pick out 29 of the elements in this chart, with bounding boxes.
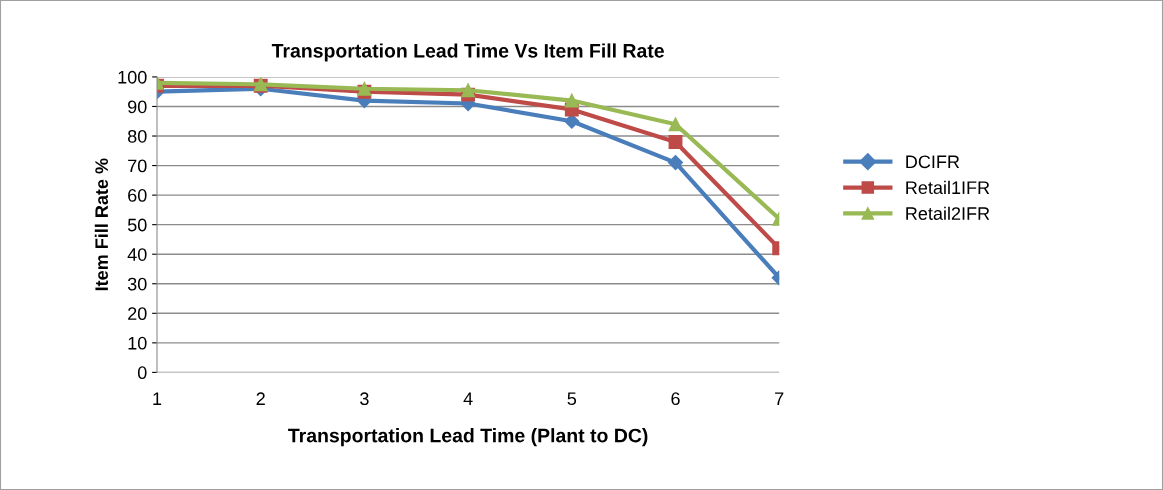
y-tick-label: 20 xyxy=(128,307,147,321)
x-tick-label: 6 xyxy=(671,392,680,406)
y-tick-label: 40 xyxy=(127,248,147,261)
x-tick-label: 4 xyxy=(463,392,473,405)
x-tick-label: 7 xyxy=(775,392,784,405)
chart-title: Transportation Lead Time Vs Item Fill Rate xyxy=(271,43,664,62)
y-tick-label: 70 xyxy=(128,159,147,173)
y-tick-label: 0 xyxy=(137,366,147,380)
y-tick-label: 100 xyxy=(118,70,147,84)
x-tick-label: 2 xyxy=(256,392,265,405)
x-tick-label: 5 xyxy=(567,392,577,406)
legend-label: Retail1IFR xyxy=(906,180,990,195)
point xyxy=(667,155,684,171)
y-tick-label: 90 xyxy=(128,100,147,114)
x-tick-label: 1 xyxy=(153,392,162,405)
legend-label: Retail2IFR xyxy=(906,206,990,220)
y-tick-label: 10 xyxy=(128,336,147,350)
y-tick-label: 50 xyxy=(127,218,147,232)
x-tick-label: 3 xyxy=(360,392,369,406)
point xyxy=(564,93,579,108)
point xyxy=(668,134,683,149)
y-tick-label: 80 xyxy=(127,129,147,143)
legend-label: DCIFR xyxy=(906,155,960,169)
point xyxy=(461,83,476,98)
point xyxy=(668,117,683,132)
y-tick-label: 30 xyxy=(127,277,147,291)
x-axis-title: Transportation Lead Time (Plant to DC) xyxy=(288,428,648,447)
y-tick-label: 60 xyxy=(128,189,147,202)
y-axis-title: Item Fill Rate % xyxy=(94,158,109,291)
